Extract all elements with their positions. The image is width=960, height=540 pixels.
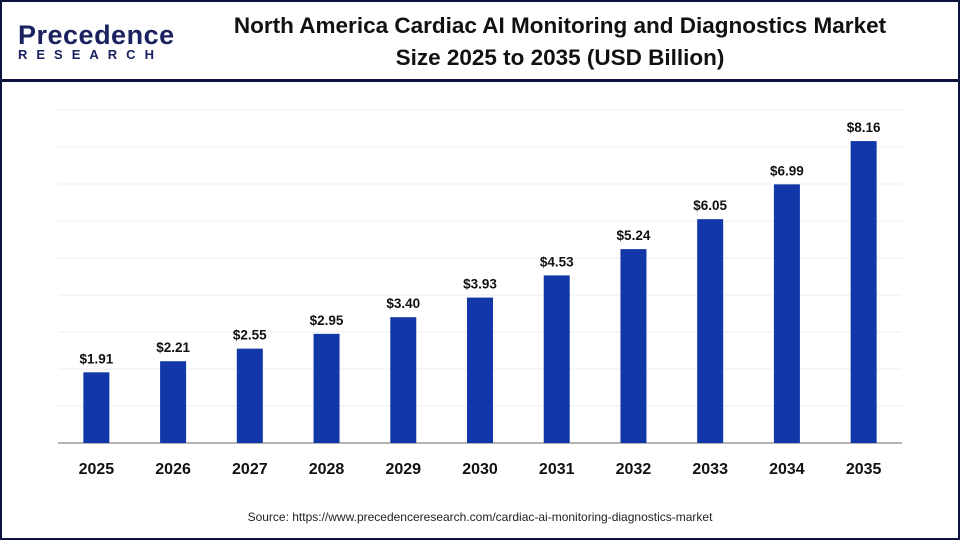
title-line-1: North America Cardiac AI Monitoring and …: [233, 13, 887, 38]
x-tick-2028: 2028: [309, 461, 345, 478]
x-tick-2032: 2032: [616, 461, 652, 478]
x-tick-2027: 2027: [232, 461, 268, 478]
data-label-2029: $3.40: [386, 296, 420, 311]
logo-text: Precedence: [18, 20, 175, 50]
data-label-2032: $5.24: [617, 228, 651, 243]
x-tick-2029: 2029: [385, 461, 421, 478]
x-tick-2025: 2025: [79, 461, 115, 478]
bar-2026: [160, 361, 187, 443]
x-tick-2031: 2031: [539, 461, 575, 478]
data-label-2028: $2.95: [310, 313, 344, 328]
x-tick-2035: 2035: [846, 461, 882, 478]
chart-title: North America Cardiac AI Monitoring and …: [190, 10, 930, 74]
bar-2025: [83, 372, 110, 443]
logo-subtext: RESEARCH: [18, 47, 163, 62]
data-label-2034: $6.99: [770, 163, 804, 178]
data-label-2030: $3.93: [463, 277, 497, 292]
bar-2030: [467, 297, 493, 443]
x-tick-2026: 2026: [155, 461, 191, 478]
bar-2035: [850, 141, 877, 443]
source-note: Source: https://www.precedenceresearch.c…: [247, 510, 713, 524]
bar-2028: [313, 333, 340, 443]
data-label-2025: $1.91: [79, 351, 113, 366]
header-divider: [0, 79, 960, 82]
bar-2027: [236, 348, 263, 443]
data-label-2027: $2.55: [233, 328, 267, 343]
x-tick-2030: 2030: [462, 461, 498, 478]
x-tick-2033: 2033: [692, 461, 728, 478]
bar-2032: [620, 249, 647, 443]
bar-2033: [697, 219, 724, 443]
data-label-2035: $8.16: [847, 120, 881, 135]
logo: Precedence RESEARCH: [18, 20, 175, 62]
bar-2029: [390, 317, 417, 443]
bar-2031: [543, 275, 570, 443]
title-line-2: Size 2025 to 2035 (USD Billion): [395, 45, 725, 70]
data-label-2026: $2.21: [156, 340, 190, 355]
data-label-2031: $4.53: [540, 254, 574, 269]
x-tick-2034: 2034: [769, 461, 805, 478]
bar-2034: [773, 184, 800, 443]
data-label-2033: $6.05: [693, 198, 727, 213]
